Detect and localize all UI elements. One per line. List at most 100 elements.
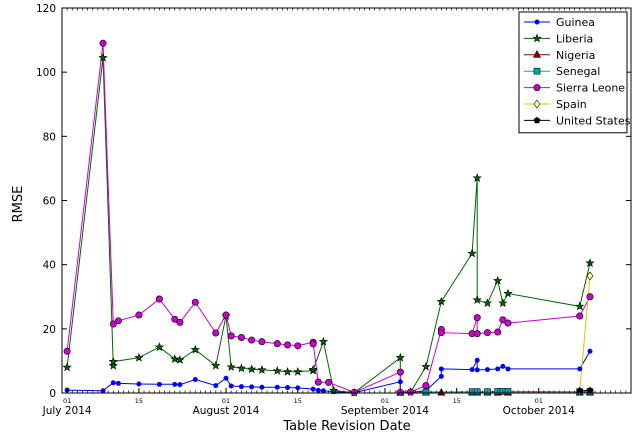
data-point-liberia	[134, 352, 144, 362]
data-point-guinea	[228, 383, 234, 389]
y-axis-title: RMSE	[11, 186, 26, 223]
legend-label-nigeria: Nigeria	[556, 49, 595, 62]
legend-marker-sierra-leone	[533, 84, 541, 92]
data-point-sierra-leone	[473, 314, 481, 322]
data-point-sierra-leone	[504, 319, 512, 327]
data-point-liberia	[482, 298, 493, 308]
data-point-sierra-leone	[171, 315, 179, 323]
x-month-label: October 2014	[503, 405, 575, 417]
data-point-liberia	[257, 365, 267, 374]
data-point-guinea	[474, 357, 480, 363]
data-point-sierra-leone	[437, 329, 445, 337]
x-day-label: 01	[535, 397, 543, 405]
data-point-sierra-leone	[191, 298, 199, 306]
data-point-guinea	[500, 363, 506, 369]
data-point-guinea	[474, 367, 480, 373]
data-point-sierra-leone	[325, 378, 333, 386]
data-point-sierra-leone	[248, 336, 256, 344]
data-point-sierra-leone	[227, 332, 235, 340]
plot-markers	[62, 39, 595, 397]
data-point-guinea	[177, 382, 183, 388]
data-point-sierra-leone	[284, 341, 292, 349]
x-month-label: August 2014	[193, 405, 260, 417]
legend-label-liberia: Liberia	[556, 32, 593, 45]
y-tick-label: 100	[36, 67, 56, 79]
x-month-label: July 2014	[42, 405, 92, 417]
data-point-liberia	[585, 258, 595, 267]
data-point-guinea	[285, 385, 291, 391]
data-point-liberia	[154, 342, 165, 352]
x-day-label: 15	[453, 397, 461, 405]
data-point-liberia	[236, 363, 247, 373]
data-point-liberia	[395, 352, 405, 362]
data-point-liberia	[467, 248, 477, 258]
data-point-sierra-leone	[576, 312, 584, 320]
data-point-guinea	[172, 381, 178, 387]
x-month-label: September 2014	[341, 405, 429, 417]
legend: Guinea Liberia Nigeria Senegal Sierra Leone S…	[518, 11, 631, 134]
data-point-sierra-leone	[273, 340, 281, 348]
data-point-liberia	[436, 296, 446, 306]
data-point-sierra-leone	[135, 311, 143, 319]
data-point-sierra-leone	[109, 320, 117, 328]
data-point-liberia	[62, 362, 72, 372]
x-day-label: 01	[381, 397, 389, 405]
x-axis-title: Table Revision Date	[282, 419, 410, 434]
legend-marker-guinea	[534, 19, 540, 25]
data-point-sierra-leone	[396, 368, 404, 376]
legend-marker-united-states	[533, 116, 541, 124]
data-point-sierra-leone	[586, 293, 594, 301]
x-day-label: 01	[222, 397, 230, 405]
data-point-guinea	[192, 377, 198, 383]
data-point-sierra-leone	[294, 342, 302, 350]
data-point-sierra-leone	[99, 39, 107, 47]
data-point-liberia	[472, 173, 482, 182]
data-point-sierra-leone	[473, 330, 481, 338]
legend-marker-nigeria	[532, 50, 542, 58]
data-point-liberia	[493, 275, 503, 285]
y-tick-label: 80	[43, 131, 56, 143]
data-point-sierra-leone	[422, 382, 430, 390]
data-point-guinea	[213, 383, 219, 389]
y-tick-label: 40	[43, 260, 56, 272]
data-point-guinea	[495, 366, 501, 372]
data-point-sierra-leone	[63, 347, 71, 355]
data-point-guinea	[438, 366, 444, 372]
data-point-liberia	[272, 366, 282, 375]
data-point-guinea	[577, 366, 583, 372]
legend-label-senegal: Senegal	[556, 65, 600, 78]
y-tick-label: 120	[36, 3, 56, 15]
legend-marker-spain	[533, 99, 541, 109]
data-point-sierra-leone	[499, 316, 507, 324]
legend-marker-liberia	[532, 33, 542, 43]
data-point-guinea	[438, 373, 444, 379]
data-point-guinea	[136, 381, 142, 387]
data-point-sierra-leone	[222, 311, 230, 319]
data-point-liberia	[98, 52, 108, 62]
data-point-guinea	[110, 380, 116, 386]
legend-label-spain: Spain	[556, 98, 587, 111]
data-point-sierra-leone	[314, 378, 322, 386]
legend-label-sierra-leone: Sierra Leone	[556, 82, 625, 95]
data-point-liberia	[308, 364, 318, 374]
data-point-sierra-leone	[237, 333, 245, 341]
data-point-liberia	[575, 301, 585, 311]
legend-label-united-states: United States	[556, 114, 631, 127]
y-tick-label: 20	[43, 324, 56, 336]
data-point-guinea	[238, 384, 244, 390]
data-point-liberia	[282, 366, 293, 376]
data-point-liberia	[472, 295, 482, 304]
y-tick-label: 0	[49, 388, 56, 400]
data-point-guinea	[274, 384, 280, 390]
data-point-sierra-leone	[176, 318, 184, 326]
data-point-liberia	[318, 336, 329, 346]
data-point-guinea	[156, 381, 162, 387]
data-point-sierra-leone	[212, 329, 220, 337]
data-point-liberia	[226, 362, 236, 371]
data-point-liberia	[170, 354, 180, 363]
data-point-guinea	[469, 367, 475, 373]
data-point-liberia	[108, 356, 118, 366]
legend-label-guinea: Guinea	[556, 16, 595, 29]
data-point-guinea	[259, 384, 265, 390]
